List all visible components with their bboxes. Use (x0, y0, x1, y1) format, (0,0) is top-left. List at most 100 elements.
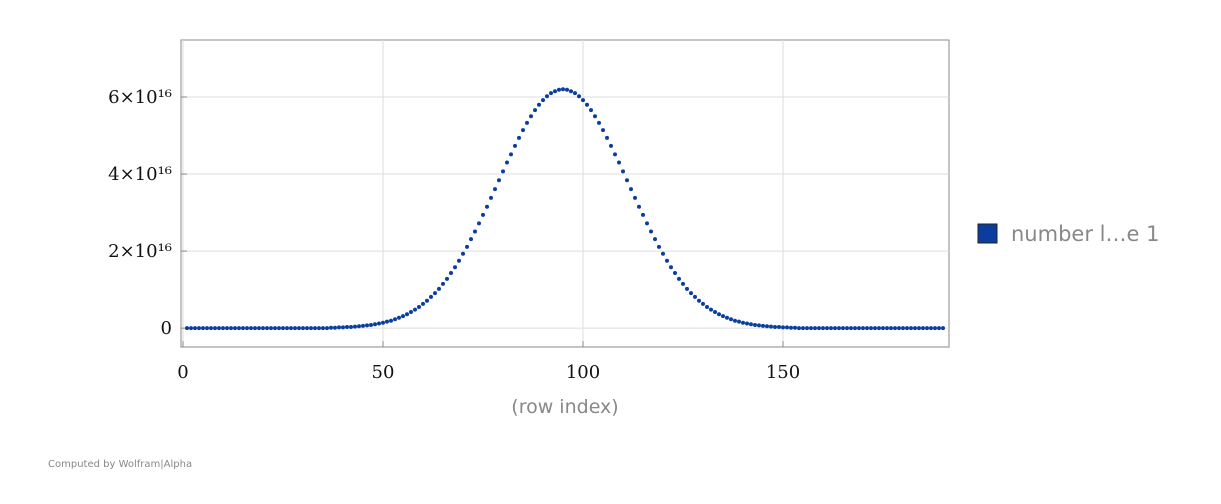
data-point (349, 324, 353, 329)
data-point (337, 325, 341, 330)
data-point (345, 324, 349, 329)
data-point (649, 229, 653, 234)
data-point (729, 317, 733, 322)
data-point (473, 229, 477, 234)
data-point (681, 281, 685, 286)
data-point (513, 143, 517, 148)
data-point (849, 326, 853, 331)
data-point (233, 326, 237, 331)
data-point (369, 323, 373, 328)
data-point (765, 324, 769, 329)
x-axis-label: (row index) (511, 396, 618, 418)
data-point (297, 326, 301, 331)
data-point (801, 326, 805, 331)
data-point (317, 326, 321, 331)
data-point (837, 326, 841, 331)
x-tick-label: 100 (566, 362, 600, 383)
data-point (829, 326, 833, 331)
data-point (409, 309, 413, 314)
data-point (541, 98, 545, 103)
data-point (361, 323, 365, 328)
data-point (713, 309, 717, 314)
data-point (781, 325, 785, 330)
data-point (745, 321, 749, 326)
data-point (557, 87, 561, 92)
data-point (753, 323, 757, 328)
data-point (909, 326, 913, 331)
data-point (521, 128, 525, 133)
data-point (365, 323, 369, 328)
data-point (797, 326, 801, 331)
data-point (841, 326, 845, 331)
data-point (289, 326, 293, 331)
data-point (341, 325, 345, 330)
data-point (865, 326, 869, 331)
data-point (213, 326, 217, 331)
x-tick-label: 150 (766, 362, 800, 383)
data-point (669, 265, 673, 270)
data-point (357, 324, 361, 329)
data-point (517, 135, 521, 140)
data-point (757, 323, 761, 328)
data-point (885, 326, 889, 331)
data-point (809, 326, 813, 331)
data-point (629, 187, 633, 192)
data-point (269, 326, 273, 331)
data-point (857, 326, 861, 331)
data-point (217, 326, 221, 331)
data-point (917, 326, 921, 331)
data-point (817, 326, 821, 331)
data-point (929, 326, 933, 331)
y-tick-label: 4×10¹⁶ (108, 164, 172, 185)
data-point (277, 326, 281, 331)
data-point (673, 271, 677, 276)
data-point (693, 294, 697, 299)
data-point (597, 120, 601, 125)
data-point (353, 324, 357, 329)
data-point (425, 298, 429, 303)
data-point (881, 326, 885, 331)
data-point (821, 326, 825, 331)
data-point (545, 94, 549, 99)
data-point (941, 326, 945, 331)
x-tick-label: 50 (372, 362, 395, 383)
data-point (529, 114, 533, 119)
data-point (189, 326, 193, 331)
data-point (489, 195, 493, 200)
data-point (789, 325, 793, 330)
data-point (241, 326, 245, 331)
data-point (833, 326, 837, 331)
data-point (197, 326, 201, 331)
data-point (325, 326, 329, 331)
data-point (665, 258, 669, 263)
data-point (441, 281, 445, 286)
data-point (413, 307, 417, 312)
data-point (229, 326, 233, 331)
data-point (525, 120, 529, 125)
data-point (257, 326, 261, 331)
data-point (457, 258, 461, 263)
data-point (577, 94, 581, 99)
data-point (313, 326, 317, 331)
data-point (261, 326, 265, 331)
data-point (733, 318, 737, 323)
data-point (301, 326, 305, 331)
data-point (497, 178, 501, 183)
data-point (477, 221, 481, 226)
data-point (773, 324, 777, 329)
data-point (485, 204, 489, 209)
data-point (445, 276, 449, 281)
data-point (845, 326, 849, 331)
data-point (449, 271, 453, 276)
data-point (805, 326, 809, 331)
data-point (825, 326, 829, 331)
y-tick-label: 2×10¹⁶ (108, 241, 172, 262)
data-point (401, 314, 405, 319)
data-point (309, 326, 313, 331)
data-point (581, 98, 585, 103)
data-point (873, 326, 877, 331)
data-point (653, 237, 657, 242)
data-point (381, 320, 385, 325)
data-point (737, 319, 741, 324)
data-point (465, 244, 469, 249)
